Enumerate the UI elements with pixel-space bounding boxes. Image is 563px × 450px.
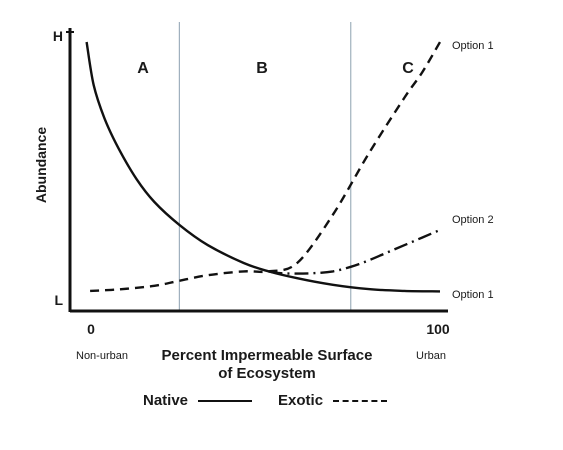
zone-label-a: A: [137, 60, 149, 77]
y-tick-high: H: [53, 28, 63, 44]
x-axis-label-line1: Percent Impermeable Surface: [162, 347, 373, 364]
legend-item-native: Native: [143, 392, 252, 409]
x-sublabel-urban: Urban: [416, 350, 446, 362]
series-option-2: [269, 230, 440, 274]
legend-swatch-solid: [198, 400, 252, 402]
legend-swatch-dashed: [333, 400, 387, 402]
zone-label-c: C: [402, 60, 414, 77]
legend-label-native: Native: [143, 392, 188, 409]
series-exotic: [90, 42, 440, 291]
end-label-exotic-option1: Option 1: [452, 40, 494, 52]
x-axis-label-line2: of Ecosystem: [218, 365, 316, 382]
x-tick-0: 0: [87, 321, 95, 337]
legend-item-exotic: Exotic: [278, 392, 387, 409]
legend-label-exotic: Exotic: [278, 392, 323, 409]
zone-label-b: B: [256, 60, 268, 77]
y-tick-low: L: [54, 292, 63, 308]
x-sublabel-non-urban: Non-urban: [76, 350, 128, 362]
x-tick-100: 100: [426, 321, 450, 337]
y-axis-label: Abundance: [33, 127, 49, 203]
curves: [87, 42, 440, 291]
legend: Native Exotic: [143, 392, 413, 409]
end-label-native-option1: Option 1: [452, 289, 494, 301]
end-label-option2: Option 2: [452, 214, 494, 226]
series-native: [87, 42, 440, 291]
